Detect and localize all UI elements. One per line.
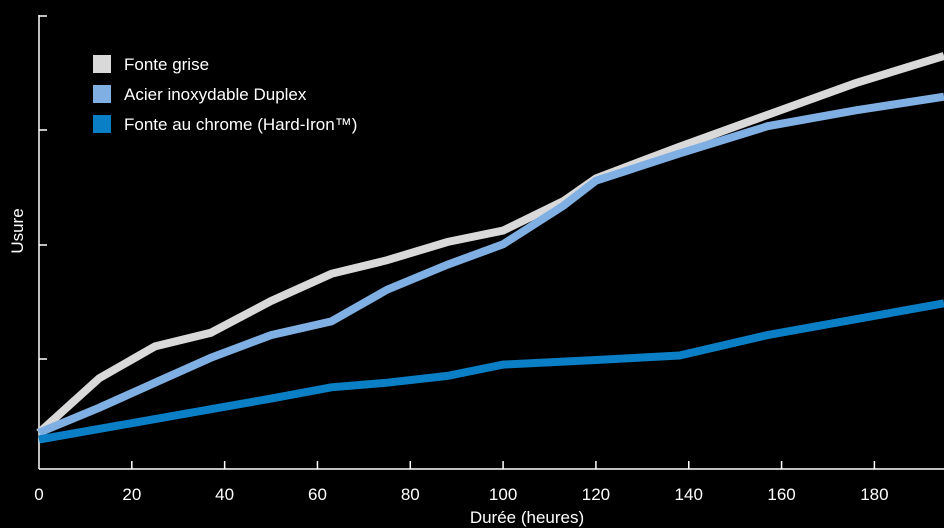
legend-label: Fonte grise [124, 55, 209, 74]
legend-label: Fonte au chrome (Hard-Iron™) [124, 115, 357, 134]
x-tick-label: 120 [582, 485, 610, 504]
legend: Fonte grise Acier inoxydable Duplex Fonte … [93, 55, 357, 134]
x-tick-label: 140 [675, 485, 703, 504]
x-axis-ticks: 0 20 40 60 80 100 120 140 160 180 [34, 461, 889, 504]
x-tick-label: 60 [308, 485, 327, 504]
legend-swatch [93, 115, 111, 133]
axes: 0 20 40 60 80 100 120 140 160 180 [34, 15, 944, 504]
x-axis-title: Durée (heures) [470, 508, 584, 527]
x-tick-label: 80 [401, 485, 420, 504]
x-tick-label: 160 [767, 485, 795, 504]
legend-swatch [93, 55, 111, 73]
x-tick-label: 0 [34, 485, 43, 504]
series-line-1 [36, 52, 944, 436]
legend-swatch [93, 85, 111, 103]
series-line-2 [37, 92, 944, 437]
legend-label: Acier inoxydable Duplex [124, 85, 307, 104]
series-lines [36, 52, 944, 444]
x-tick-label: 40 [215, 485, 234, 504]
y-axis-ticks [39, 15, 47, 360]
series-line-3 [38, 299, 944, 444]
x-tick-label: 100 [489, 485, 517, 504]
x-tick-label: 20 [122, 485, 141, 504]
x-tick-label: 180 [860, 485, 888, 504]
y-axis-title: Usure [8, 208, 27, 253]
